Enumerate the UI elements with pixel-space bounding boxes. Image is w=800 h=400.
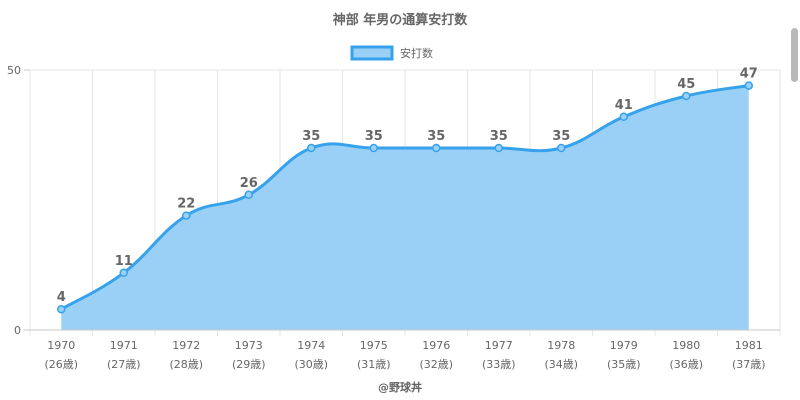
data-point[interactable] bbox=[744, 81, 753, 90]
y-axis: 0 50 bbox=[7, 64, 31, 337]
x-tick-label: 1976 bbox=[422, 339, 450, 352]
data-point[interactable] bbox=[57, 304, 66, 314]
data-label: 35 bbox=[365, 129, 383, 144]
data-label: 47 bbox=[740, 67, 758, 82]
x-tick-label: 1972 bbox=[172, 339, 200, 352]
legend-swatch bbox=[350, 45, 394, 61]
x-tick-label: 1977 bbox=[485, 339, 513, 352]
data-point[interactable] bbox=[244, 190, 253, 200]
x-tick-label: 1975 bbox=[360, 339, 388, 352]
data-label: 35 bbox=[552, 129, 570, 144]
data-label: 4 bbox=[57, 290, 66, 305]
data-label: 35 bbox=[427, 129, 445, 144]
x-tick-label: 1978 bbox=[547, 339, 575, 352]
y-tick-label: 50 bbox=[7, 64, 21, 77]
x-tick-age-label: (28歳) bbox=[169, 358, 203, 371]
x-tick-age-label: (29歳) bbox=[232, 358, 266, 371]
data-point[interactable] bbox=[619, 112, 628, 122]
data-label: 35 bbox=[302, 129, 320, 144]
data-label: 11 bbox=[115, 254, 133, 269]
data-points bbox=[57, 81, 753, 314]
data-point[interactable] bbox=[432, 143, 441, 153]
series-area-fill bbox=[61, 85, 749, 330]
x-tick-label: 1981 bbox=[735, 339, 763, 352]
data-labels: 4 11 22 26 35 35 35 35 35 41 45 47 bbox=[57, 67, 758, 306]
x-tick-label: 1974 bbox=[297, 339, 325, 352]
x-tick-age-label: (35歳) bbox=[607, 358, 641, 371]
x-tick-age-label: (27歳) bbox=[107, 358, 141, 371]
legend[interactable]: 安打数 bbox=[350, 45, 433, 61]
x-tick-age-label: (34歳) bbox=[544, 358, 578, 371]
x-tick-label: 1973 bbox=[235, 339, 263, 352]
y-tick-label: 0 bbox=[14, 324, 21, 337]
data-point[interactable] bbox=[557, 143, 566, 153]
x-tick-age-label: (37歳) bbox=[732, 358, 766, 371]
scrollbar-thumb[interactable] bbox=[791, 28, 798, 82]
chart-title: 神部 年男の通算安打数 bbox=[333, 12, 469, 28]
x-tick-age-label: (36歳) bbox=[669, 358, 703, 371]
data-point[interactable] bbox=[369, 143, 378, 153]
x-tick-age-label: (32歳) bbox=[419, 358, 453, 371]
data-label: 41 bbox=[615, 98, 633, 113]
x-tick-age-label: (30歳) bbox=[294, 358, 328, 371]
data-point[interactable] bbox=[494, 143, 503, 153]
data-point[interactable] bbox=[307, 143, 316, 153]
x-tick-label: 1979 bbox=[610, 339, 638, 352]
x-tick-label: 1971 bbox=[110, 339, 138, 352]
data-point[interactable] bbox=[119, 268, 128, 278]
data-label: 35 bbox=[490, 129, 508, 144]
data-label: 22 bbox=[177, 197, 195, 212]
x-tick-age-label: (31歳) bbox=[357, 358, 391, 371]
legend-label: 安打数 bbox=[400, 46, 433, 60]
x-tick-age-label: (26歳) bbox=[44, 358, 78, 371]
x-tick-age-label: (33歳) bbox=[482, 358, 516, 371]
data-point[interactable] bbox=[182, 211, 191, 220]
x-tick-label: 1970 bbox=[47, 339, 75, 352]
x-axis: 1970 (26歳) 1971 (27歳) 1972 (28歳) 1973 (29歳) 1974… bbox=[30, 329, 780, 371]
data-point[interactable] bbox=[682, 91, 691, 101]
x-tick-label: 1980 bbox=[672, 339, 700, 352]
data-label: 45 bbox=[677, 77, 695, 92]
credit-text: @野球丼 bbox=[378, 380, 422, 394]
data-label: 26 bbox=[240, 176, 258, 191]
